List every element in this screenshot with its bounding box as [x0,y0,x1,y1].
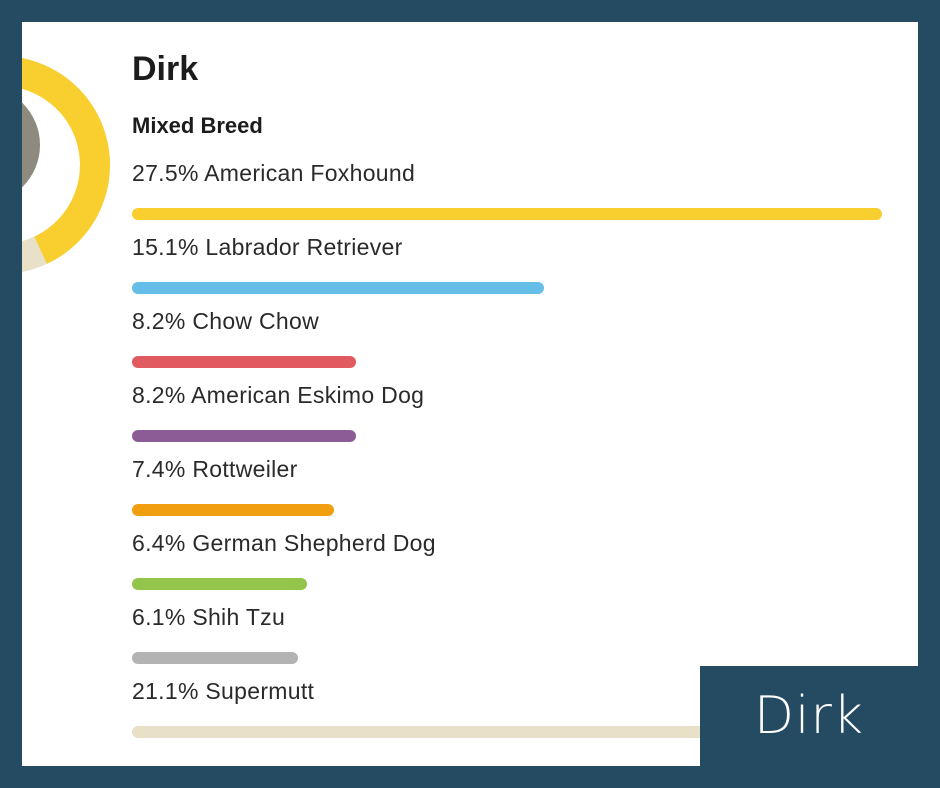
breed-card: Dirk Mixed Breed 27.5% American Foxhound… [22,22,918,766]
breed-row: 7.4% Rottweiler [132,456,892,530]
breed-row: 21.1% Supermutt [132,678,892,752]
breed-row: 8.2% Chow Chow [132,308,892,382]
breed-bar [132,356,356,368]
breed-bar [132,726,707,738]
breed-label: 15.1% Labrador Retriever [132,234,403,260]
breed-type: Mixed Breed [132,113,263,138]
breed-bar [132,208,882,220]
breed-label: 8.2% American Eskimo Dog [132,382,425,408]
breed-label: 21.1% Supermutt [132,678,315,704]
breed-ring-arc [22,25,141,305]
breed-row: 27.5% American Foxhound [132,160,892,234]
breed-row: 15.1% Labrador Retriever [132,234,892,308]
breed-bar [132,430,356,442]
breed-label: 8.2% Chow Chow [132,308,320,334]
name-badge-label: Dirk [754,686,864,746]
breed-row: 8.2% American Eskimo Dog [132,382,892,456]
name-badge: Dirk [700,666,918,766]
breed-bar [132,578,307,590]
breed-list: 27.5% American Foxhound 15.1% Labrador Re… [132,160,892,752]
breed-bar [132,282,544,294]
breed-label: 6.4% German Shepherd Dog [132,530,436,556]
breed-label: 6.1% Shih Tzu [132,604,286,630]
dog-name: Dirk [132,50,199,88]
breed-row: 6.4% German Shepherd Dog [132,530,892,604]
breed-label: 7.4% Rottweiler [132,456,298,482]
breed-bar [132,504,334,516]
breed-label: 27.5% American Foxhound [132,160,416,186]
breed-bar [132,652,298,664]
breed-row: 6.1% Shih Tzu [132,604,892,678]
